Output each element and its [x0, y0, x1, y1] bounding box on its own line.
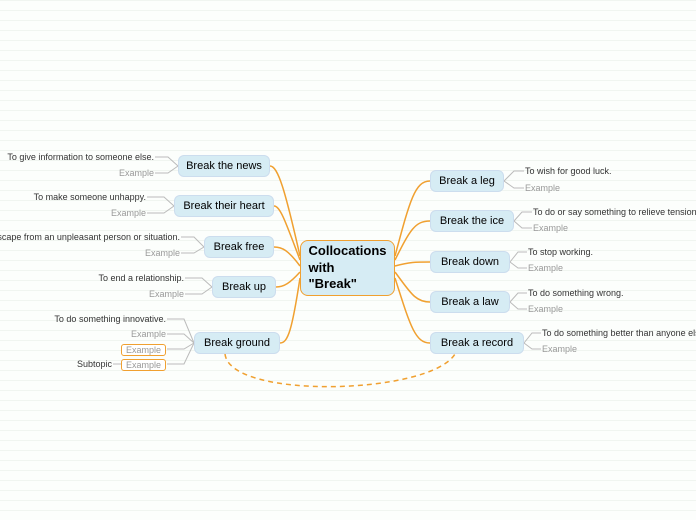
leaf-ice-1: Example	[533, 223, 568, 233]
leaf-heart-1: Example	[111, 208, 146, 218]
branch-law[interactable]: Break a law	[430, 291, 510, 313]
leaf-record-1: Example	[542, 344, 577, 354]
leaf-free-0: To escape from an unpleasant person or s…	[0, 232, 180, 242]
branch-ground[interactable]: Break ground	[194, 332, 280, 354]
leaf-ground-3: Subtopic	[77, 359, 112, 369]
leaf-down-1: Example	[528, 263, 563, 273]
leaf-free-1: Example	[145, 248, 180, 258]
leaf-ice-0: To do or say something to relieve tensio…	[533, 207, 696, 217]
branch-leg[interactable]: Break a leg	[430, 170, 504, 192]
leaf-ground-2: Example	[121, 344, 166, 356]
leaf-leg-0: To wish for good luck.	[525, 166, 612, 176]
branch-heart[interactable]: Break their heart	[174, 195, 274, 217]
branch-up[interactable]: Break up	[212, 276, 276, 298]
leaf-ground-0: To do something innovative.	[54, 314, 166, 324]
leaf-news-0: To give information to someone else.	[7, 152, 154, 162]
leaf-record-0: To do something better than anyone else …	[542, 328, 696, 338]
mindmap-canvas: { "center": {"label": "Collocations\nwit…	[0, 0, 696, 520]
leaf-heart-0: To make someone unhappy.	[34, 192, 146, 202]
center-node[interactable]: Collocationswith"Break"	[300, 240, 395, 296]
branch-down[interactable]: Break down	[430, 251, 510, 273]
center-label: Collocationswith"Break"	[309, 243, 387, 294]
leaf-ground-1: Example	[131, 329, 166, 339]
branch-record[interactable]: Break a record	[430, 332, 524, 354]
leaf-up-0: To end a relationship.	[98, 273, 184, 283]
leaf-down-0: To stop working.	[528, 247, 593, 257]
branch-news[interactable]: Break the news	[178, 155, 270, 177]
leaf-law-1: Example	[528, 304, 563, 314]
leaf-up-1: Example	[149, 289, 184, 299]
leaf-ground-4: Example	[121, 359, 166, 371]
leaf-news-1: Example	[119, 168, 154, 178]
leaf-law-0: To do something wrong.	[528, 288, 624, 298]
branch-free[interactable]: Break free	[204, 236, 274, 258]
branch-ice[interactable]: Break the ice	[430, 210, 514, 232]
leaf-leg-1: Example	[525, 183, 560, 193]
